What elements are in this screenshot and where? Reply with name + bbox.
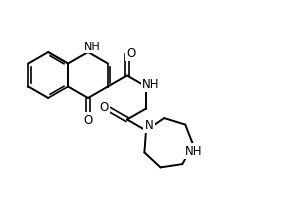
Text: NH: NH bbox=[84, 42, 100, 52]
Text: NH: NH bbox=[142, 78, 160, 91]
Text: O: O bbox=[126, 47, 136, 60]
Text: O: O bbox=[83, 114, 93, 127]
Text: O: O bbox=[99, 101, 109, 114]
Text: NH: NH bbox=[184, 145, 202, 158]
Text: H: H bbox=[86, 42, 94, 52]
Text: N: N bbox=[145, 119, 153, 132]
